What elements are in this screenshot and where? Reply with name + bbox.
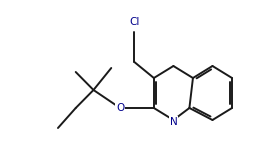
Text: O: O: [116, 103, 124, 113]
Text: N: N: [170, 117, 177, 127]
Text: Cl: Cl: [129, 17, 139, 27]
